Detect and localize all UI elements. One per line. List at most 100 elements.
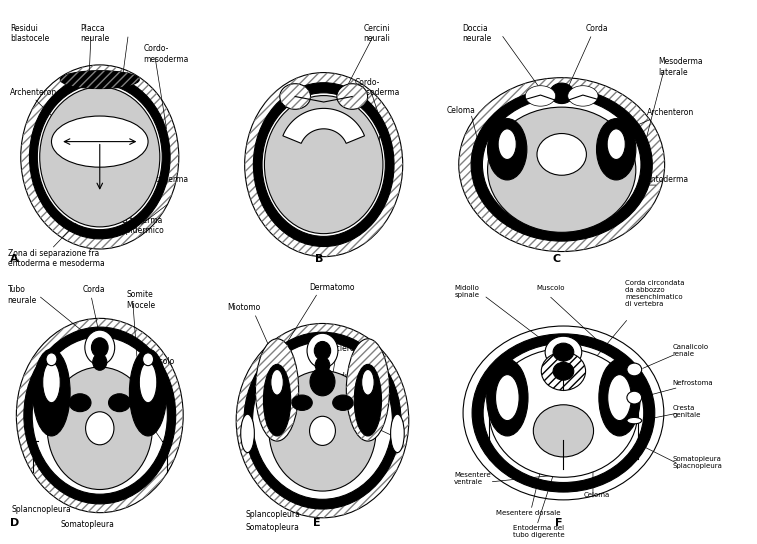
- Circle shape: [482, 98, 641, 232]
- Ellipse shape: [391, 414, 404, 453]
- Circle shape: [92, 338, 108, 357]
- Circle shape: [33, 337, 167, 494]
- Text: A: A: [10, 255, 18, 264]
- Text: Corda: Corda: [83, 285, 104, 294]
- Circle shape: [30, 75, 170, 239]
- Polygon shape: [283, 108, 365, 144]
- Text: Placca
neurale: Placca neurale: [80, 24, 109, 44]
- Circle shape: [537, 133, 587, 175]
- Circle shape: [463, 326, 664, 500]
- Text: Entoderma: Entoderma: [146, 175, 188, 184]
- Ellipse shape: [255, 339, 298, 441]
- Text: Lamine
laterali: Lamine laterali: [126, 398, 154, 417]
- Circle shape: [534, 405, 593, 457]
- Text: Doccia
neurale: Doccia neurale: [462, 24, 491, 44]
- Text: B: B: [315, 255, 323, 264]
- Ellipse shape: [280, 84, 310, 109]
- Circle shape: [236, 324, 409, 518]
- Ellipse shape: [333, 395, 353, 410]
- Text: Residui
blastocele: Residui blastocele: [10, 24, 49, 44]
- Text: Mesoderma
laterale: Mesoderma laterale: [659, 57, 703, 77]
- Ellipse shape: [263, 364, 291, 436]
- Ellipse shape: [241, 414, 254, 453]
- Circle shape: [47, 367, 152, 490]
- Ellipse shape: [33, 349, 70, 436]
- Text: Splancopleura: Splancopleura: [245, 510, 300, 519]
- Ellipse shape: [292, 395, 312, 410]
- Text: Midollo
spinale: Midollo spinale: [454, 285, 479, 298]
- Text: Cercini
neurali: Cercini neurali: [363, 24, 390, 44]
- Circle shape: [315, 357, 330, 373]
- Text: D: D: [10, 518, 19, 528]
- Ellipse shape: [488, 119, 527, 180]
- Circle shape: [471, 88, 653, 241]
- Circle shape: [488, 107, 636, 232]
- Circle shape: [550, 83, 574, 103]
- Text: Somatopleura: Somatopleura: [61, 520, 114, 529]
- Circle shape: [541, 352, 586, 391]
- Text: Ectoderma
epidermico: Ectoderma epidermico: [122, 216, 164, 235]
- Circle shape: [254, 83, 394, 246]
- Circle shape: [489, 349, 637, 477]
- Circle shape: [253, 342, 392, 499]
- Circle shape: [39, 87, 160, 227]
- Ellipse shape: [51, 116, 148, 167]
- Ellipse shape: [69, 394, 91, 412]
- Ellipse shape: [271, 369, 283, 395]
- Ellipse shape: [337, 84, 368, 109]
- Circle shape: [310, 416, 335, 446]
- Circle shape: [553, 362, 574, 380]
- Circle shape: [244, 332, 401, 509]
- Circle shape: [545, 336, 581, 368]
- Ellipse shape: [525, 86, 556, 106]
- Text: Cordo-
mesoderma: Cordo- mesoderma: [144, 45, 189, 64]
- Ellipse shape: [597, 119, 636, 180]
- Ellipse shape: [599, 359, 640, 436]
- Text: Corda circondata
da abbozzo
mesenchimatico
di vertebra: Corda circondata da abbozzo mesenchimati…: [625, 280, 685, 307]
- Text: Somatopleura: Somatopleura: [245, 523, 299, 532]
- Text: Celoma: Celoma: [447, 106, 475, 115]
- Ellipse shape: [108, 394, 130, 412]
- Text: Tubo
neurale: Tubo neurale: [8, 285, 37, 305]
- Ellipse shape: [129, 349, 167, 436]
- Text: F: F: [555, 518, 562, 528]
- Circle shape: [314, 342, 331, 360]
- Text: Archenteron: Archenteron: [337, 134, 384, 143]
- Ellipse shape: [362, 369, 374, 395]
- Text: Entoderma: Entoderma: [646, 175, 689, 184]
- Text: Canalicolo
renale: Canalicolo renale: [673, 344, 709, 357]
- Ellipse shape: [608, 375, 631, 421]
- Ellipse shape: [139, 362, 157, 403]
- Circle shape: [553, 343, 574, 361]
- Circle shape: [20, 65, 179, 249]
- Circle shape: [269, 370, 376, 491]
- Circle shape: [627, 391, 642, 404]
- Circle shape: [472, 334, 655, 492]
- Text: Somatopleura
Splacnopleura: Somatopleura Splacnopleura: [673, 456, 722, 469]
- Text: Cordo-
mesoderma: Cordo- mesoderma: [354, 78, 400, 97]
- Text: Archenteron: Archenteron: [646, 108, 693, 118]
- Ellipse shape: [61, 71, 139, 89]
- Circle shape: [142, 353, 154, 366]
- Text: Zona di separazione fra
entoderma e mesoderma: Zona di separazione fra entoderma e meso…: [8, 249, 104, 268]
- Text: Celoma: Celoma: [332, 400, 360, 409]
- Circle shape: [86, 412, 114, 445]
- Text: Miotomo: Miotomo: [227, 303, 260, 312]
- Circle shape: [483, 343, 643, 483]
- Text: Somite
Miocele: Somite Miocele: [126, 290, 155, 310]
- Text: Peduncolo: Peduncolo: [135, 357, 174, 366]
- Circle shape: [310, 368, 335, 396]
- Ellipse shape: [568, 86, 598, 106]
- Ellipse shape: [496, 375, 519, 421]
- Circle shape: [37, 84, 162, 230]
- Text: E: E: [313, 518, 321, 528]
- Circle shape: [245, 72, 403, 257]
- Text: Nefrostoma: Nefrostoma: [673, 380, 713, 386]
- Circle shape: [93, 354, 107, 370]
- Text: Cresta
genitale: Cresta genitale: [673, 405, 701, 418]
- Ellipse shape: [346, 339, 389, 441]
- Circle shape: [262, 93, 385, 237]
- Ellipse shape: [487, 359, 528, 436]
- Ellipse shape: [42, 362, 61, 403]
- Text: Splancnopleura: Splancnopleura: [12, 505, 72, 514]
